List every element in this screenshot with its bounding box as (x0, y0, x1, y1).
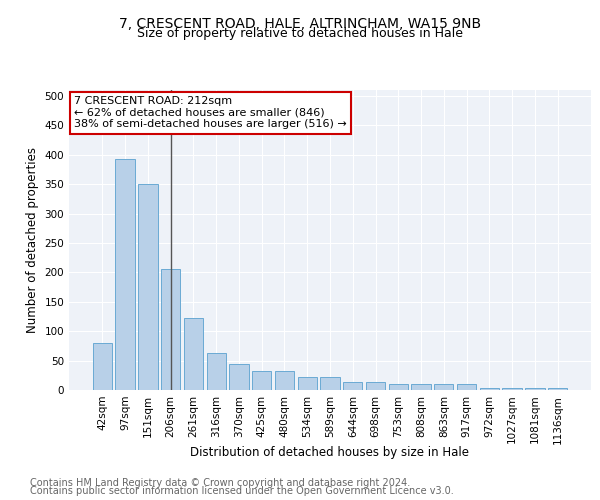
Text: 7 CRESCENT ROAD: 212sqm
← 62% of detached houses are smaller (846)
38% of semi-d: 7 CRESCENT ROAD: 212sqm ← 62% of detache… (74, 96, 347, 129)
Bar (412, 384, 431, 390)
Bar (184, 318, 203, 390)
Bar (320, 377, 340, 390)
Bar (457, 384, 476, 390)
Text: Size of property relative to detached houses in Hale: Size of property relative to detached ho… (137, 28, 463, 40)
Bar (298, 377, 317, 390)
Bar (275, 370, 294, 390)
Text: Contains HM Land Registry data © Crown copyright and database right 2024.: Contains HM Land Registry data © Crown c… (30, 478, 410, 488)
Bar (525, 388, 545, 390)
Bar (502, 388, 522, 390)
Bar (161, 270, 181, 390)
Bar (366, 382, 385, 390)
Bar (138, 184, 158, 390)
Bar (479, 388, 499, 390)
Text: Contains public sector information licensed under the Open Government Licence v3: Contains public sector information licen… (30, 486, 454, 496)
Bar (93, 343, 112, 390)
Bar (115, 159, 135, 390)
Bar (389, 384, 408, 390)
Bar (229, 364, 248, 390)
Bar (343, 382, 362, 390)
Bar (434, 384, 454, 390)
Text: 7, CRESCENT ROAD, HALE, ALTRINCHAM, WA15 9NB: 7, CRESCENT ROAD, HALE, ALTRINCHAM, WA15… (119, 18, 481, 32)
Bar (548, 388, 567, 390)
Bar (206, 353, 226, 390)
Y-axis label: Number of detached properties: Number of detached properties (26, 147, 39, 333)
Text: Distribution of detached houses by size in Hale: Distribution of detached houses by size … (191, 446, 470, 459)
Bar (252, 370, 271, 390)
